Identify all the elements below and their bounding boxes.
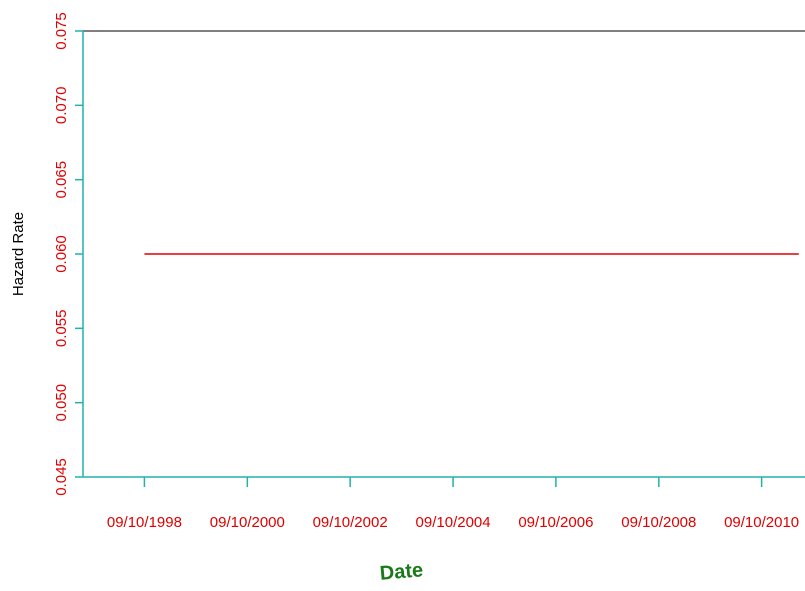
y-axis-ticks: 0.045 0.050 0.055 0.060 0.065 0.070 0.075 bbox=[53, 12, 83, 496]
y-tick-label: 0.050 bbox=[53, 384, 70, 422]
x-tick-label: 09/10/2010 bbox=[724, 514, 799, 531]
y-tick-label: 0.075 bbox=[53, 12, 70, 50]
x-tick-label: 09/10/1998 bbox=[107, 514, 182, 531]
x-tick-label: 09/10/2004 bbox=[416, 514, 491, 531]
x-tick-label: 09/10/2002 bbox=[313, 514, 388, 531]
x-axis-label: Date bbox=[379, 559, 424, 585]
y-tick-label: 0.070 bbox=[53, 87, 70, 125]
x-tick-label: 09/10/2000 bbox=[210, 514, 285, 531]
y-axis-label: Hazard Rate bbox=[10, 212, 27, 296]
x-axis-ticks: 09/10/1998 09/10/2000 09/10/2002 09/10/2004… bbox=[107, 477, 799, 531]
y-tick-label: 0.055 bbox=[53, 310, 70, 348]
y-tick-label: 0.045 bbox=[53, 458, 70, 496]
x-tick-label: 09/10/2006 bbox=[518, 514, 593, 531]
y-tick-label: 0.060 bbox=[53, 235, 70, 273]
x-tick-label: 09/10/2008 bbox=[621, 514, 696, 531]
y-tick-label: 0.065 bbox=[53, 161, 70, 199]
